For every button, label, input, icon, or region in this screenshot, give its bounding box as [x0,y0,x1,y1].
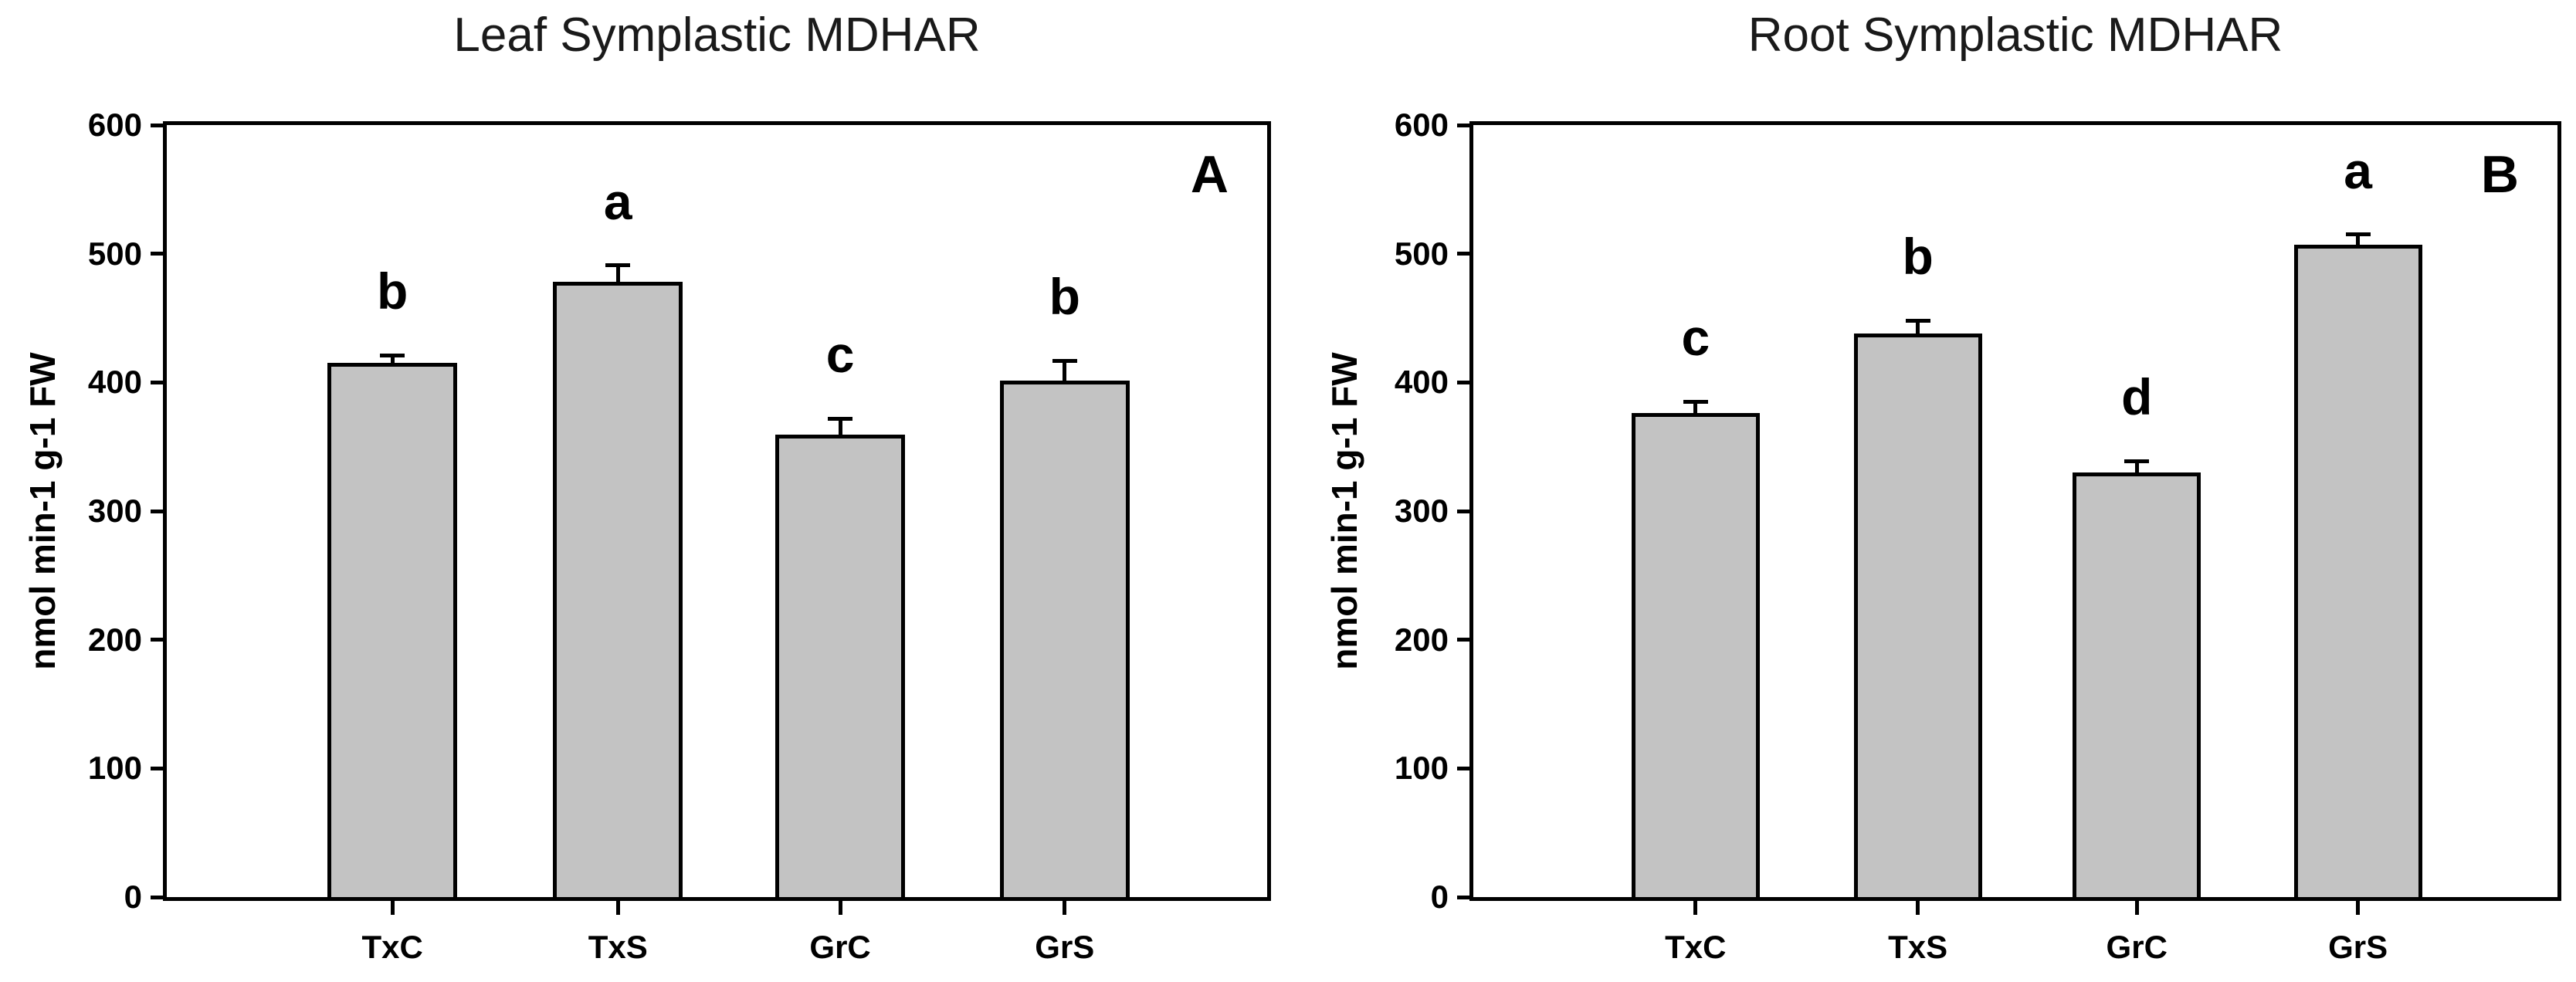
significance-letter: c [1681,309,1710,367]
x-axis-tick [1063,901,1067,915]
bar-GrC [2073,472,2201,901]
y-axis-tick [151,638,163,642]
significance-letter: c [825,326,855,383]
error-bar-whisker [1916,320,1920,335]
bar-GrC [775,435,905,901]
y-tick-label: 200 [1394,621,1449,658]
y-axis-tick [1457,509,1469,513]
x-axis-tick [2134,901,2139,915]
significance-letter: b [1049,268,1080,325]
x-tick-label: GrS [1035,929,1095,965]
y-axis-label: nmol min-1 g-1 FW [1324,352,1364,670]
significance-letter: b [1902,228,1934,286]
y-axis-tick [1457,252,1469,256]
panel-label: A [1190,145,1229,204]
y-tick-label: 400 [1394,364,1449,401]
error-bar-whisker [1063,361,1067,383]
y-axis-tick [151,380,163,384]
chart-title: Root Symplastic MDHAR [1747,8,2283,62]
y-tick-label: 0 [1430,879,1449,915]
y-axis-tick [1457,895,1469,899]
y-axis-tick [151,895,163,899]
y-tick-label: 0 [124,879,142,915]
y-axis-tick [151,766,163,770]
error-bar-cap [828,416,853,421]
error-bar-cap [1905,318,1930,323]
error-bar-whisker [1693,401,1698,415]
x-axis-tick [838,901,842,915]
error-bar-whisker [390,355,395,364]
x-axis-tick [1693,901,1698,915]
plot-box [1469,121,2561,901]
y-axis-tick [1457,638,1469,642]
y-tick-label: 300 [87,493,142,529]
error-bar-cap [380,353,405,357]
x-axis-tick [615,901,620,915]
y-tick-label: 500 [1394,235,1449,272]
x-tick-label: TxC [361,929,423,965]
x-tick-label: GrC [809,929,871,965]
significance-letter: b [376,262,408,320]
y-axis-tick [151,509,163,513]
x-axis-tick [2356,901,2361,915]
error-bar-cap [605,263,631,268]
bar-TxS [553,282,683,901]
error-bar-cap [2345,232,2371,237]
error-bar-cap [2124,459,2150,463]
chart-title: Leaf Symplastic MDHAR [453,8,981,62]
error-bar-whisker [2134,461,2139,474]
significance-letter: a [2344,141,2373,199]
error-bar-whisker [2356,234,2361,246]
y-axis-tick [151,123,163,127]
y-tick-label: 500 [87,235,142,272]
error-bar-whisker [615,265,620,283]
error-bar-cap [1052,358,1077,363]
y-tick-label: 100 [1394,750,1449,787]
x-tick-label: TxS [588,929,648,965]
y-axis-tick [1457,380,1469,384]
bar-TxS [1854,333,1982,901]
y-axis-tick [1457,766,1469,770]
y-tick-label: 600 [1394,107,1449,143]
x-axis-tick [1916,901,1920,915]
y-tick-label: 600 [87,107,142,143]
y-tick-label: 100 [87,750,142,787]
y-tick-label: 400 [87,364,142,401]
significance-letter: a [603,172,632,230]
panel-label: B [2480,145,2519,204]
error-bar-whisker [838,418,842,437]
y-tick-label: 200 [87,621,142,658]
x-tick-label: TxS [1888,929,1948,965]
bar-TxC [1632,413,1760,901]
significance-letter: d [2121,368,2153,425]
bar-GrS [2294,244,2422,901]
error-bar-cap [1683,399,1708,404]
x-axis-tick [390,901,395,915]
y-axis-tick [1457,123,1469,127]
x-tick-label: GrS [2328,929,2388,965]
bar-GrS [1000,381,1130,901]
y-axis-tick [151,252,163,256]
bar-TxC [327,363,457,901]
x-tick-label: GrC [2106,929,2168,965]
plot-box [163,121,1271,901]
y-tick-label: 300 [1394,493,1449,529]
x-tick-label: TxC [1665,929,1727,965]
